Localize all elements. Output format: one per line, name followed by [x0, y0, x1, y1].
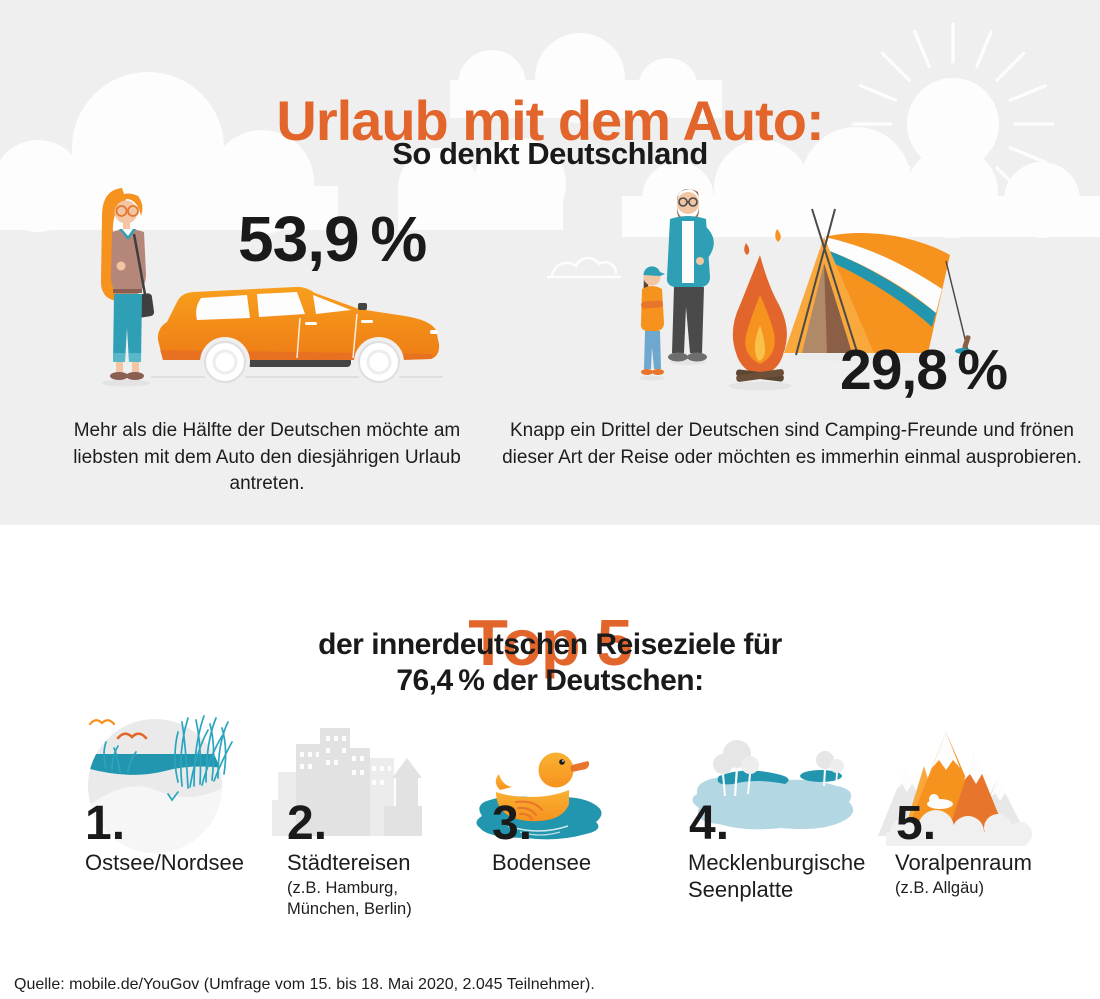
- bird-icon: [88, 719, 116, 726]
- cloud-mid: [398, 138, 566, 230]
- destination-sublabel: (z.B. Hamburg, München, Berlin): [287, 879, 412, 918]
- tree-icons: [713, 740, 844, 797]
- destination-label: Bodensee: [492, 850, 592, 875]
- city-skyline-icon: [272, 728, 422, 836]
- destination-5: Voralpenraum (z.B. Allgäu): [895, 849, 1060, 899]
- cloud-base: [886, 810, 1032, 846]
- destination-label: Ostsee/Nordsee: [85, 850, 244, 875]
- rank-5: 5.: [896, 797, 937, 850]
- destination-sublabel: (z.B. Allgäu): [895, 879, 984, 897]
- sea-dunes-icon: [88, 715, 233, 853]
- dune-grass: [103, 715, 233, 802]
- child-figure: [640, 266, 665, 375]
- car-stat-value: 53,9 %: [238, 203, 427, 275]
- rubber-duck-icon: [476, 752, 602, 840]
- destination-label: Städtereisen: [287, 850, 411, 875]
- car-illustration: [151, 286, 443, 387]
- campfire-icon: [732, 229, 787, 382]
- destination-4: Mecklenburgische Seenplatte: [688, 849, 888, 903]
- camping-illustration: [639, 188, 971, 391]
- cloud-left: [0, 72, 338, 234]
- woman-illustration: [101, 188, 155, 387]
- car-stat-description: Mehr als die Hälfte der Deutschen möchte…: [73, 420, 461, 494]
- main-subtitle: So denkt Deutschland: [392, 135, 708, 171]
- top5-subtitle: der innerdeutschen Reiseziele für 76,4 %…: [0, 627, 1100, 699]
- rank-3: 3.: [492, 797, 533, 850]
- destination-1: Ostsee/Nordsee: [85, 849, 270, 876]
- top5-subtitle-line2: 76,4 % der Deutschen:: [396, 664, 704, 697]
- hero-section: Urlaub mit dem Auto: So denkt Deutschlan…: [0, 0, 1100, 525]
- man-figure: [666, 188, 714, 362]
- destination-2: Städtereisen (z.B. Hamburg, München, Ber…: [287, 849, 447, 920]
- camping-stat-description: Knapp ein Drittel der Deutschen sind Cam…: [502, 420, 1082, 468]
- destination-label: Voralpenraum: [895, 850, 1032, 875]
- bird-icon: [116, 732, 148, 740]
- cloud-outline-small: [546, 256, 622, 279]
- top5-subtitle-line1: der innerdeutschen Reiseziele für: [318, 628, 782, 661]
- camping-stat-value: 29,8 %: [840, 338, 1008, 402]
- rank-4: 4.: [689, 797, 730, 850]
- source-note: Quelle: mobile.de/YouGov (Umfrage vom 15…: [14, 976, 595, 993]
- rank-1: 1.: [85, 797, 126, 850]
- destination-3: Bodensee: [492, 849, 632, 876]
- rank-2: 2.: [287, 797, 328, 850]
- destination-label: Mecklenburgische Seenplatte: [688, 850, 866, 902]
- top5-title: Top 5: [468, 605, 633, 679]
- tent-icon: [771, 208, 971, 356]
- lake-trees-icon: [692, 740, 854, 830]
- mountains-icon: [878, 732, 1032, 846]
- main-title: Urlaub mit dem Auto:: [276, 88, 824, 152]
- cloud-title: [450, 33, 722, 123]
